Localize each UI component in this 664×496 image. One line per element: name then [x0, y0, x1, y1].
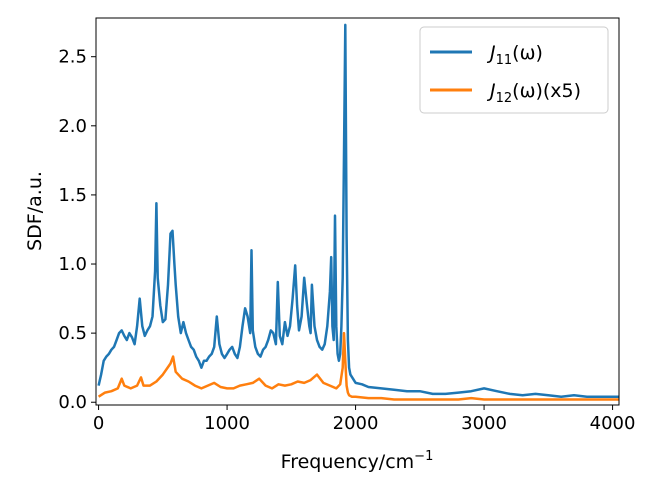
y-tick-label: 1.0 [58, 254, 87, 275]
x-tick-label: 2000 [333, 413, 379, 434]
legend-label-j12: J12(ω)(x5) [486, 80, 581, 106]
x-tick-label: 4000 [590, 413, 636, 434]
plot-lines [97, 23, 619, 401]
series-line-j12 [97, 331, 619, 401]
y-tick-label: 2.0 [58, 116, 87, 137]
x-axis-label-superscript: −1 [414, 449, 433, 464]
y-axis-ticks: 0.0 0.5 1.0 1.5 2.0 2.5 [58, 47, 96, 413]
y-tick-label: 1.5 [58, 185, 87, 206]
x-axis-ticks: 0 1000 2000 3000 4000 [93, 405, 636, 434]
y-tick-label: 2.5 [58, 47, 87, 68]
plot-frame [95, 17, 620, 406]
legend: J11(ω) J12(ω)(x5) [419, 26, 609, 114]
y-tick-label: 0.0 [58, 392, 87, 413]
legend-label-j11-subscript: 11 [496, 53, 513, 68]
legend-label-j12-subscript: 12 [496, 91, 513, 106]
x-tick-label: 3000 [461, 413, 507, 434]
x-tick-label: 0 [93, 413, 104, 434]
y-axis-label: SDF/a.u. [24, 171, 46, 251]
x-tick-label: 1000 [204, 413, 250, 434]
series-line-j11 [97, 23, 619, 398]
y-tick-label: 0.5 [58, 323, 87, 344]
x-axis-label: Frequency/cm−1 [281, 449, 434, 473]
legend-label-j11: J11(ω) [486, 42, 543, 68]
